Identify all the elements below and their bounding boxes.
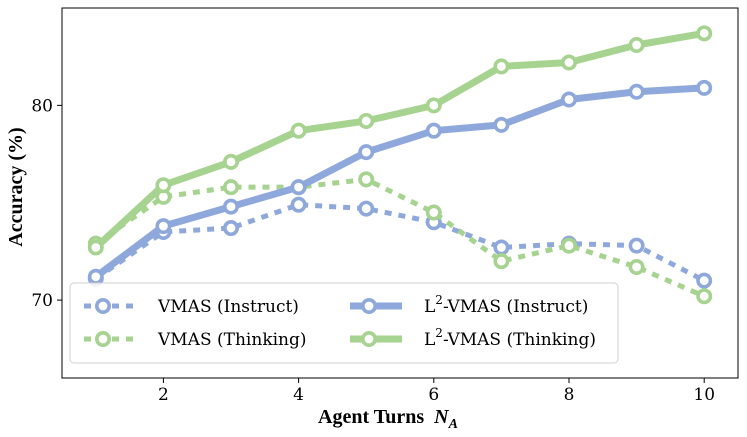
data-point-vmas-thinking <box>358 171 375 188</box>
series-line-vmas-instruct <box>94 202 706 283</box>
legend-entry-vmas-thinking: VMAS (Thinking) <box>84 330 307 350</box>
x-axis-label-text: Agent Turns <box>318 406 424 428</box>
data-point-l2-vmas-thinking <box>223 153 240 170</box>
data-point-l2-vmas-instruct <box>223 198 240 215</box>
data-point-l2-vmas-thinking <box>493 58 510 75</box>
legend-label: L2-VMAS (Instruct) <box>424 293 588 317</box>
series-line-l2-vmas-instruct <box>93 84 705 280</box>
data-point-vmas-instruct <box>290 196 307 213</box>
data-point-l2-vmas-thinking <box>628 36 645 53</box>
x-axis-label-symbol: N <box>433 406 450 428</box>
legend-entries: VMAS (Instruct) VMAS (Thinking) L2-VMAS (I… <box>84 293 596 350</box>
legend-swatch-marker <box>95 330 112 347</box>
data-point-vmas-thinking <box>223 179 240 196</box>
plot-layer <box>87 25 713 305</box>
series-l2-vmas-instruct <box>87 79 713 285</box>
data-point-vmas-instruct <box>628 237 645 254</box>
data-point-vmas-thinking <box>628 258 645 275</box>
series-line-l2-vmas-thinking <box>93 29 705 251</box>
x-tick-label: 8 <box>564 385 575 405</box>
data-point-l2-vmas-thinking <box>155 177 172 194</box>
legend-box <box>69 282 619 364</box>
data-point-l2-vmas-thinking <box>560 54 577 71</box>
data-point-vmas-instruct <box>493 239 510 256</box>
data-point-vmas-instruct <box>358 200 375 217</box>
data-point-l2-vmas-instruct <box>155 218 172 235</box>
data-point-l2-vmas-instruct <box>493 116 510 133</box>
axis-ticks: 2 4 6 8 10 70 80 <box>31 96 715 405</box>
data-point-vmas-instruct <box>223 220 240 237</box>
data-point-l2-vmas-thinking <box>290 122 307 139</box>
plot-frame <box>61 7 739 379</box>
legend-entry-vmas-instruct: VMAS (Instruct) <box>84 297 299 317</box>
x-tick-label: 2 <box>158 385 169 405</box>
data-point-l2-vmas-instruct <box>290 179 307 196</box>
data-point-vmas-thinking <box>493 253 510 270</box>
data-point-l2-vmas-instruct <box>87 268 104 285</box>
series-vmas-instruct <box>87 196 713 289</box>
data-point-l2-vmas-instruct <box>628 83 645 100</box>
data-point-vmas-thinking <box>425 204 442 221</box>
data-point-l2-vmas-instruct <box>696 79 713 96</box>
legend-entry-l2-vmas-thinking: L2-VMAS (Thinking) <box>350 326 596 350</box>
data-point-l2-vmas-instruct <box>560 91 577 108</box>
y-tick-label: 70 <box>31 291 53 311</box>
legend: VMAS (Instruct) VMAS (Thinking) L2-VMAS (I… <box>69 282 619 364</box>
x-axis-label-subscript: A <box>448 417 458 432</box>
legend-label: VMAS (Thinking) <box>157 330 307 350</box>
series-l2-vmas-thinking <box>87 25 713 256</box>
y-axis-label: Accuracy (%) <box>5 127 27 246</box>
data-point-l2-vmas-thinking <box>696 25 713 42</box>
legend-label: VMAS (Instruct) <box>157 297 299 317</box>
data-point-vmas-thinking <box>560 237 577 254</box>
data-point-l2-vmas-instruct <box>358 144 375 161</box>
legend-swatch-marker <box>360 330 377 347</box>
data-point-l2-vmas-thinking <box>87 239 104 256</box>
data-point-l2-vmas-thinking <box>425 97 442 114</box>
x-tick-label: 6 <box>428 385 439 405</box>
x-tick-label: 10 <box>693 385 715 405</box>
x-axis-label: Agent Turns NA <box>318 406 458 432</box>
data-point-l2-vmas-instruct <box>425 122 442 139</box>
legend-entry-l2-vmas-instruct: L2-VMAS (Instruct) <box>350 293 588 317</box>
series-line-vmas-thinking <box>94 176 706 299</box>
x-tick-label: 4 <box>293 385 304 405</box>
legend-label: L2-VMAS (Thinking) <box>424 326 596 350</box>
data-point-vmas-instruct <box>696 272 713 289</box>
y-tick-label: 80 <box>31 96 53 116</box>
legend-swatch-marker <box>95 297 112 314</box>
legend-swatch-marker <box>360 297 377 314</box>
data-point-vmas-thinking <box>696 288 713 305</box>
data-point-l2-vmas-thinking <box>358 112 375 129</box>
